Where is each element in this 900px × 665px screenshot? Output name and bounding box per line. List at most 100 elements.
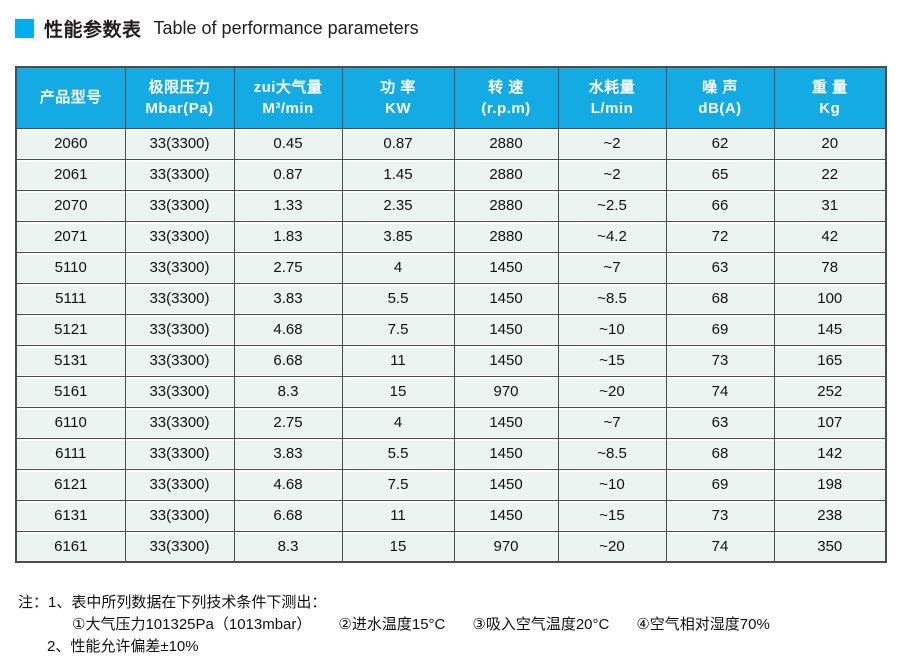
table-cell: 11 [341, 499, 455, 532]
table-cell: 3.85 [341, 220, 455, 253]
column-header-6: 水耗量 L/min [557, 66, 667, 129]
table-cell: 4 [341, 251, 455, 284]
column-header-1: 产品型号 [15, 66, 126, 129]
table-cell: ~15 [557, 499, 667, 532]
table-cell: 1450 [453, 313, 559, 346]
table-cell: 1450 [453, 437, 559, 470]
column-header-5: 转 速 (r.p.m) [453, 66, 559, 129]
table-cell: ~7 [557, 406, 667, 439]
table-cell: ~15 [557, 344, 667, 377]
table-cell: 970 [453, 530, 559, 563]
table-cell: 3.83 [233, 437, 343, 470]
column-header-line1: 产品型号 [39, 89, 102, 107]
table-cell: 2.35 [341, 189, 455, 222]
table-cell: 1450 [453, 344, 559, 377]
table-cell: 2880 [453, 158, 559, 191]
table-cell: 5110 [15, 251, 126, 284]
table-cell: 33(3300) [124, 127, 235, 160]
title-bullet-icon [15, 19, 34, 38]
table-cell: 2880 [453, 127, 559, 160]
table-cell: 66 [665, 189, 775, 222]
table-cell: ~20 [557, 530, 667, 563]
table-cell: 69 [665, 468, 775, 501]
table-cell: 107 [773, 406, 887, 439]
table-cell: ~2 [557, 127, 667, 160]
column-header-line2: Kg [819, 99, 841, 117]
table-cell: 1.45 [341, 158, 455, 191]
table-cell: 5111 [15, 282, 126, 315]
table-cell: 5.5 [341, 437, 455, 470]
column-header-line2: L/min [590, 99, 634, 117]
table-cell: 5121 [15, 313, 126, 346]
table-cell: 74 [665, 375, 775, 408]
table-cell: 15 [341, 375, 455, 408]
table-cell: ~4.2 [557, 220, 667, 253]
table-cell: 74 [665, 530, 775, 563]
table-cell: 33(3300) [124, 251, 235, 284]
table-cell: 42 [773, 220, 887, 253]
column-header-line2: KW [385, 99, 411, 117]
table-cell: 4 [341, 406, 455, 439]
table-cell: 6121 [15, 468, 126, 501]
table-cell: 1.83 [233, 220, 343, 253]
table-cell: ~2 [557, 158, 667, 191]
table-cell: 33(3300) [124, 468, 235, 501]
table-cell: 350 [773, 530, 887, 563]
table-cell: 63 [665, 251, 775, 284]
table-cell: 11 [341, 344, 455, 377]
table-cell: 6.68 [233, 499, 343, 532]
table-cell: 1450 [453, 468, 559, 501]
table-cell: 15 [341, 530, 455, 563]
table-cell: ~7 [557, 251, 667, 284]
table-cell: 5161 [15, 375, 126, 408]
column-header-4: 功 率 KW [341, 66, 455, 129]
column-header-line2: dB(A) [698, 99, 742, 117]
table-cell: 33(3300) [124, 189, 235, 222]
table-cell: 33(3300) [124, 437, 235, 470]
column-header-line1: 水耗量 [588, 78, 636, 96]
table-cell: ~10 [557, 313, 667, 346]
table-cell: 5131 [15, 344, 126, 377]
table-cell: 73 [665, 499, 775, 532]
table-cell: 7.5 [341, 468, 455, 501]
footnote-condition-2: ②进水温度15°C [338, 616, 446, 633]
table-cell: ~20 [557, 375, 667, 408]
table-cell: 6131 [15, 499, 126, 532]
table-cell: 33(3300) [124, 406, 235, 439]
column-header-line2: Mbar(Pa) [145, 99, 214, 117]
table-cell: 0.87 [233, 158, 343, 191]
footnote-line-1: 注：1、表中所列数据在下列技术条件下测出： [18, 594, 327, 611]
table-row-6131: 6131 33(3300) 6.68 11 1450 ~15 73 238 [15, 499, 887, 532]
table-cell: 6111 [15, 437, 126, 470]
table-cell: 6161 [15, 530, 126, 563]
column-header-line2: (r.p.m) [481, 99, 531, 117]
table-cell: 7.5 [341, 313, 455, 346]
table-row-6121: 6121 33(3300) 4.68 7.5 1450 ~10 69 198 [15, 468, 887, 501]
table-cell: 33(3300) [124, 220, 235, 253]
table-cell: 2880 [453, 220, 559, 253]
column-header-line1: 转 速 [488, 78, 524, 96]
page-title-en: Table of performance parameters [153, 18, 419, 38]
table-cell: 4.68 [233, 313, 343, 346]
table-row-2071: 2071 33(3300) 1.83 3.85 2880 ~4.2 72 42 [15, 220, 887, 253]
table-row-2070: 2070 33(3300) 1.33 2.35 2880 ~2.5 66 31 [15, 189, 887, 222]
table-cell: 65 [665, 158, 775, 191]
table-row-2061: 2061 33(3300) 0.87 1.45 2880 ~2 65 22 [15, 158, 887, 191]
table-cell: 73 [665, 344, 775, 377]
column-header-line1: 极限压力 [148, 78, 211, 96]
table-cell: 62 [665, 127, 775, 160]
table-cell: 4.68 [233, 468, 343, 501]
table-cell: 33(3300) [124, 158, 235, 191]
table-row-5161: 5161 33(3300) 8.3 15 970 ~20 74 252 [15, 375, 887, 408]
table-cell: 63 [665, 406, 775, 439]
column-header-line2: M³/min [262, 99, 314, 117]
table-row-5110: 5110 33(3300) 2.75 4 1450 ~7 63 78 [15, 251, 887, 284]
page-title-zh: 性能参数表 [44, 20, 142, 41]
column-header-line1: 噪 声 [702, 78, 738, 96]
table-cell: 6110 [15, 406, 126, 439]
table-cell: ~8.5 [557, 437, 667, 470]
table-cell: 252 [773, 375, 887, 408]
table-cell: 2.75 [233, 251, 343, 284]
table-cell: ~2.5 [557, 189, 667, 222]
footnote-line-2: ①大气压力101325Pa（1013mbar） ②进水温度15°C ③吸入空气温度2… [18, 614, 898, 636]
